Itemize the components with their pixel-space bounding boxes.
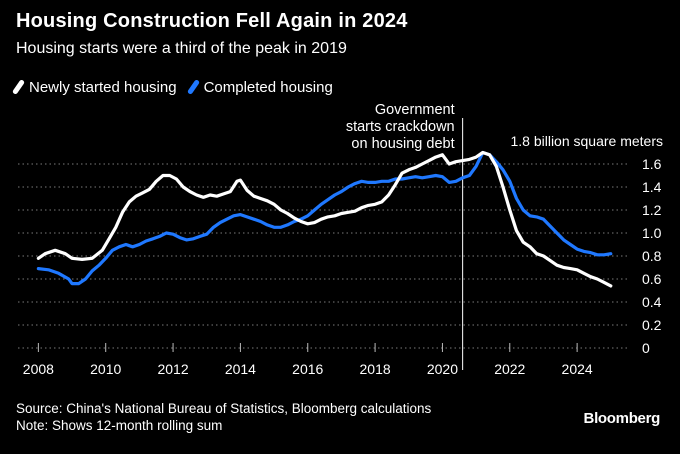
annotation-text: starts crackdown [346, 119, 455, 135]
y-axis-ticks: 0 0.2 0.4 0.6 0.8 1.0 1.2 1.4 1.6 1.8 billion squ… [510, 133, 663, 356]
annotation-text: on housing debt [351, 136, 454, 152]
x-tick-label: 2014 [225, 361, 256, 377]
y-tick-label: 0.4 [642, 294, 662, 310]
x-tick-label: 2022 [494, 361, 525, 377]
y-tick-label: 0.6 [642, 271, 662, 287]
grid-lines [18, 163, 630, 349]
y-tick-label: 1.2 [642, 202, 662, 218]
x-tick-label: 2016 [292, 361, 323, 377]
x-tick-label: 2020 [427, 361, 458, 377]
legend-item-started: Newly started housing [11, 78, 177, 96]
source-note: Source: China's National Bureau of Stati… [16, 401, 432, 416]
x-tick-label: 2010 [90, 361, 121, 377]
y-tick-label: 0 [642, 340, 650, 356]
bloomberg-logo: Bloomberg [583, 410, 661, 427]
series-lines [36, 150, 613, 288]
series-line-completed [36, 150, 613, 286]
series-line-newly-started [36, 150, 613, 288]
legend: Newly started housing Completed housing [11, 76, 347, 98]
footnote: Note: Shows 12-month rolling sum [16, 418, 223, 433]
chart-title: Housing Construction Fell Again in 2024 [16, 10, 408, 32]
legend-label-started: Newly started housing [29, 78, 177, 96]
legend-label-completed: Completed housing [203, 78, 333, 96]
legend-item-completed: Completed housing [186, 78, 333, 96]
x-tick-label: 2008 [23, 361, 54, 377]
y-unit-label: 1.8 billion square meters [510, 133, 663, 149]
y-tick-label: 0.2 [642, 317, 662, 333]
x-tick-label: 2024 [562, 361, 593, 377]
x-tick-label: 2018 [360, 361, 391, 377]
x-axis-ticks: 2008 2010 2012 2014 2016 2018 2020 2022 2024 [23, 343, 593, 377]
y-tick-label: 1.6 [642, 156, 662, 172]
y-tick-label: 0.8 [642, 248, 662, 264]
chart-subtitle: Housing starts were a third of the peak … [16, 40, 347, 57]
y-tick-label: 1.0 [642, 225, 662, 241]
annotation-text: Government [375, 102, 455, 118]
x-tick-label: 2012 [157, 361, 188, 377]
y-tick-label: 1.4 [642, 179, 662, 195]
